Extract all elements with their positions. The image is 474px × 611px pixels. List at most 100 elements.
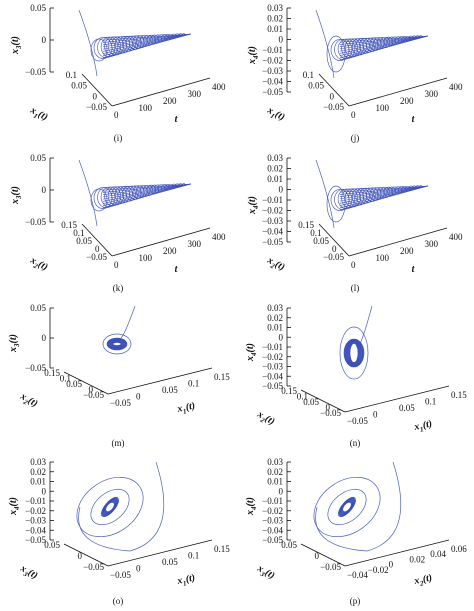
z-tick-label: −0.01 (262, 342, 283, 352)
depth-axis-label: x1(t) (27, 104, 50, 124)
z-axis-label: x4(t) (8, 497, 21, 516)
z-tick-label: −0.05 (262, 237, 283, 247)
z-tick-label: 0.03 (30, 457, 46, 467)
inner-loop (109, 340, 125, 348)
inner-loop (111, 340, 123, 347)
left-tick-label: 0 (78, 551, 83, 561)
z-tick-label: −0.02 (262, 352, 283, 362)
z-tick-label: −0.05 (25, 535, 46, 545)
right-tick-label: −0.05 (110, 570, 131, 580)
t-axis (348, 77, 448, 107)
z-tick-label: −0.05 (25, 67, 46, 77)
depth-axis (81, 73, 113, 107)
spiral-envelope (339, 185, 429, 202)
left-tick-label: 0 (89, 385, 94, 395)
right-tick-label: 0.05 (399, 403, 415, 413)
z-axis-label: x3(t) (10, 186, 23, 205)
left-axis (300, 389, 346, 413)
spiral-loop (337, 188, 356, 210)
depth-tick-label: 0 (93, 91, 98, 101)
spiral-envelope (339, 185, 429, 206)
spiral-envelope (102, 33, 192, 50)
right-tick-label: 0.1 (188, 551, 199, 561)
spiral-loop (97, 36, 116, 58)
depth-axis (81, 223, 113, 257)
right-tick-label: 0 (136, 564, 141, 574)
z-tick-label: 0.03 (267, 153, 283, 163)
spiral-envelope (102, 183, 192, 204)
z-axis-label: x4(t) (247, 46, 260, 65)
t-tick-label: 200 (163, 96, 177, 106)
spiral-envelope (102, 33, 192, 57)
left-tick-label: 0.15 (281, 386, 297, 396)
left-tick-label: 0.05 (281, 540, 297, 550)
right-axis-label: x2(t) (412, 572, 433, 589)
depth-tick-label: 0.1 (66, 70, 77, 80)
inner-loop (111, 341, 123, 347)
spiral-envelope (102, 183, 192, 193)
depth-axis-label: x2(t) (264, 254, 287, 274)
plot-svg-j: 0.030.020.010−0.01−0.02−0.03−0.04−0.05x4… (247, 3, 463, 143)
t-axis (111, 77, 211, 107)
z-tick-label: −0.02 (25, 506, 46, 516)
inner-loop (109, 339, 125, 349)
right-axis (344, 539, 450, 567)
transient-curve (78, 9, 98, 77)
spiral-envelope (339, 35, 429, 52)
plot-svg-p: 0.030.020.010−0.01−0.02−0.03−0.04−0.05x4… (245, 457, 467, 606)
t-tick-label: 100 (139, 253, 153, 263)
inner-loop (107, 337, 127, 350)
t-tick-label: 400 (449, 82, 463, 92)
panel-label: (p) (350, 596, 361, 606)
z-tick-label: 0.05 (30, 303, 46, 313)
z-tick-label: −0.03 (25, 516, 46, 526)
t-tick-label: 200 (400, 246, 414, 256)
left-tick-label: 0 (326, 403, 331, 413)
transient-curve (78, 461, 165, 552)
t-axis (348, 227, 448, 257)
inner-loop (346, 340, 362, 366)
t-tick-label: 200 (400, 96, 414, 106)
t-axis-label: t (412, 264, 416, 275)
z-tick-label: −0.03 (262, 516, 283, 526)
trajectory (78, 9, 192, 77)
spiral-envelope (102, 33, 192, 43)
right-tick-label: 0.15 (451, 390, 467, 400)
transient-curve (120, 305, 136, 339)
t-tick-label: 200 (163, 246, 177, 256)
right-tick-label: 0 (373, 410, 378, 420)
spiral-envelope (102, 33, 192, 41)
spiral-envelope (339, 185, 429, 197)
spiral-envelope (339, 35, 429, 43)
plot-svg-l: 0.030.020.010−0.01−0.02−0.03−0.04−0.05x4… (247, 153, 463, 293)
depth-tick-label: 0 (95, 244, 100, 254)
spiral-envelope (102, 33, 192, 54)
panel-label: (k) (113, 283, 124, 293)
right-tick-label: −0.05 (110, 398, 131, 408)
z-tick-label: −0.05 (262, 535, 283, 545)
outer-loop (313, 476, 381, 538)
z-tick-label: 0.01 (267, 323, 283, 333)
outer-loop (326, 35, 346, 73)
panel-label: (o) (113, 596, 124, 606)
depth-tick-label: 0.15 (298, 220, 314, 230)
z-tick-label: −0.03 (262, 362, 283, 372)
spiral-envelope (102, 183, 192, 195)
z-tick-label: −0.02 (262, 506, 283, 516)
left-tick-label: −0.05 (320, 408, 341, 418)
depth-tick-label: 0.1 (303, 70, 314, 80)
right-tick-label: 0.04 (430, 549, 446, 559)
right-axis (344, 385, 450, 413)
depth-tick-label: 0.05 (71, 81, 87, 91)
trajectory (313, 461, 402, 552)
z-axis-label: x3(t) (10, 36, 23, 55)
spiral-envelope (339, 185, 429, 200)
panel-label: (m) (112, 438, 125, 448)
depth-tick-label: −0.05 (86, 252, 107, 262)
spiral-loop (337, 38, 356, 60)
spiral-envelope (102, 33, 192, 52)
left-tick-label: 0.1 (60, 374, 71, 384)
